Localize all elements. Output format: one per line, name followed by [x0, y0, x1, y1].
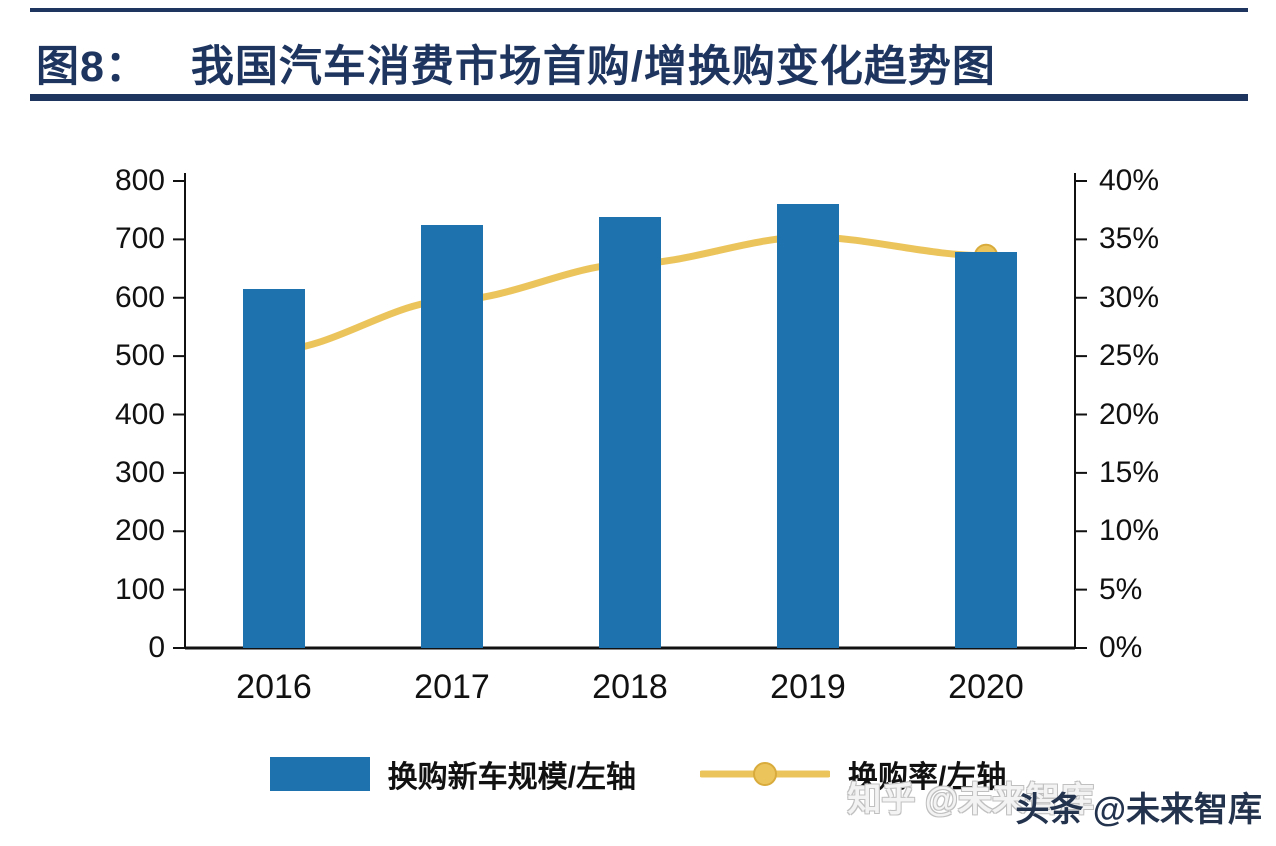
y-axis-right-tick-label: 15%: [1099, 455, 1160, 489]
figure-number: 图8：: [36, 43, 149, 91]
figure-title-text: 我国汽车消费市场首购/增换购变化趋势图: [190, 43, 996, 91]
bar: [243, 288, 305, 648]
y-axis-right-tick-label: 35%: [1099, 222, 1160, 256]
x-axis-tick-label: 2019: [770, 668, 846, 706]
y-axis-right-tick-label: 0%: [1099, 631, 1143, 664]
y-axis-left-tick-label: 700: [114, 222, 165, 256]
watermark: 知乎 @未来智库 头条 @未来智库: [847, 772, 1262, 838]
y-axis-right-tick-label: 20%: [1099, 397, 1160, 431]
y-axis-right-tick-label: 25%: [1099, 339, 1160, 373]
bar: [421, 224, 483, 648]
y-axis-left-tick-label: 300: [114, 455, 165, 489]
top-rule: [30, 8, 1248, 12]
x-axis-tick-label: 2018: [592, 668, 668, 706]
y-axis-right-tick-label: 10%: [1099, 514, 1160, 548]
title-underline: [30, 94, 1248, 101]
bar: [599, 217, 661, 648]
chart-legend: 换购新车规模/左轴 换购率/左轴: [0, 752, 1276, 796]
line-series-label: 换购率/左轴: [848, 761, 1007, 794]
legend-item-line: 换购率/左轴: [700, 752, 1006, 796]
y-axis-left-tick-label: 0: [148, 631, 165, 664]
x-axis-tick-label: 2020: [948, 668, 1024, 706]
y-axis-left-tick-label: 500: [114, 339, 165, 373]
bar-series-label: 换购新车规模/左轴: [387, 761, 636, 794]
y-axis-left-tick-label: 100: [114, 572, 165, 606]
y-axis-left-tick-label: 200: [114, 514, 165, 548]
y-axis-right-tick-label: 30%: [1099, 280, 1160, 314]
bar: [777, 204, 839, 648]
y-axis-left-tick-label: 400: [114, 397, 165, 431]
bar: [955, 252, 1017, 648]
bar-series-swatch: [269, 757, 370, 791]
watermark-back-text: 知乎 @未来智库: [847, 781, 1094, 819]
x-axis-tick-label: 2016: [236, 668, 312, 706]
y-axis-left-tick-label: 600: [114, 280, 165, 314]
watermark-front-text: 头条 @未来智库: [1015, 791, 1262, 829]
y-axis-right-tick-label: 5%: [1099, 572, 1143, 606]
x-axis-tick-label: 2017: [414, 668, 490, 706]
legend-item-bar: 换购新车规模/左轴: [269, 752, 636, 796]
y-axis-left-tick-label: 800: [114, 164, 165, 197]
y-axis-right-tick-label: 40%: [1099, 164, 1160, 197]
figure-title: 图8： 我国汽车消费市场首购/增换购变化趋势图: [36, 32, 996, 94]
line-series-sample-icon: [700, 762, 830, 786]
